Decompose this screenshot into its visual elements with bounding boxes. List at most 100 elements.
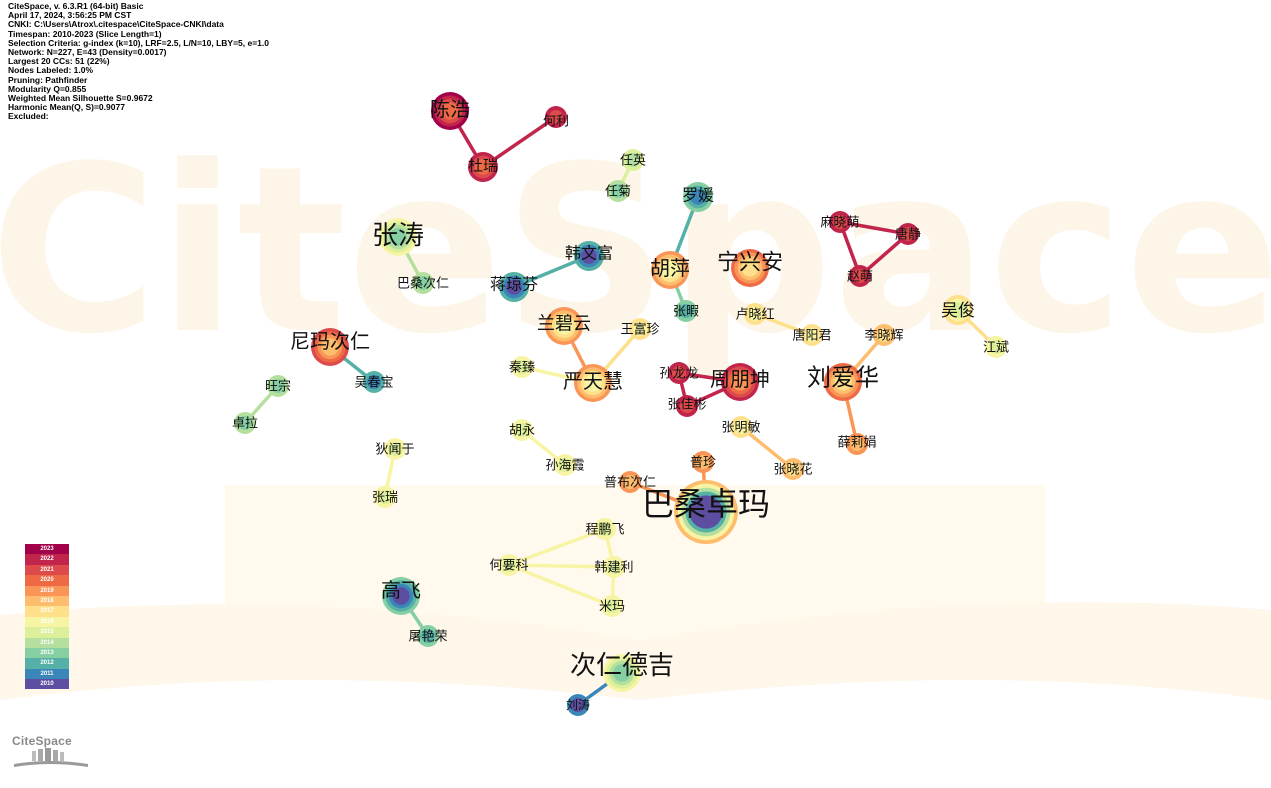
node-ring [679, 304, 693, 318]
node-label: 张瑞 [372, 491, 398, 506]
node-zhangjiabiao[interactable]: 张佳彬 [667, 395, 707, 417]
node-maxiaomeng[interactable]: 麻晓萌 [820, 211, 860, 233]
legend-swatch-2014: 2014 [25, 637, 69, 648]
info-line: Timespan: 2010-2023 (Slice Length=1) [8, 28, 162, 39]
node-ring [613, 664, 631, 682]
node-tangjing[interactable]: 唐静 [895, 223, 921, 245]
node-zhangrui[interactable]: 张瑞 [372, 486, 398, 508]
node-label: 程鹏飞 [585, 523, 624, 538]
node-wujun[interactable]: 吴俊 [941, 295, 975, 325]
node-zhaomeng[interactable]: 赵萌 [847, 265, 873, 287]
node-nimaciren[interactable]: 尼玛次仁 [290, 328, 370, 366]
node-diwenyu[interactable]: 狄闻于 [375, 438, 415, 460]
node-ring [389, 228, 407, 246]
node-ring [416, 276, 430, 290]
node-chenhao[interactable]: 陈浩 [430, 92, 470, 130]
node-zhangtao[interactable]: 张涛 [372, 218, 424, 256]
node-lanbiyun[interactable]: 兰碧云 [537, 307, 591, 345]
node-hanjianli[interactable]: 韩建利 [594, 556, 634, 578]
node-qinzhen[interactable]: 秦臻 [509, 356, 535, 378]
node-renju[interactable]: 任菊 [605, 180, 631, 202]
node-ring [623, 475, 637, 489]
node-label: 张暇 [673, 305, 699, 320]
info-line: Excluded: [8, 111, 49, 122]
node-ring [850, 437, 864, 451]
node-mima[interactable]: 米玛 [599, 595, 625, 617]
info-line: Largest 20 CCs: 51 (22%) [8, 56, 110, 67]
node-ring [950, 302, 966, 318]
legend-swatch-2011: 2011 [25, 668, 69, 680]
legend-swatch-2016: 2016 [25, 616, 69, 628]
info-line: Pruning: Pathfinder [8, 74, 88, 85]
node-ring [475, 159, 491, 175]
node-cirendeji[interactable]: 次仁德吉 [570, 651, 674, 692]
node-chengpengfei[interactable]: 程鹏飞 [585, 518, 625, 540]
node-hanwenfu[interactable]: 韩文富 [565, 241, 613, 271]
node-label: 薛莉娟 [837, 436, 876, 451]
node-ring [680, 399, 694, 413]
info-line: Nodes Labeled: 1.0% [8, 65, 94, 76]
node-ring [598, 522, 612, 536]
node-label: 张晓花 [773, 462, 812, 478]
node-ring [611, 184, 625, 198]
node-wangzong[interactable]: 旺宗 [265, 375, 291, 397]
info-line: Weighted Mean Silhouette S=0.9672 [8, 93, 153, 104]
node-label: 唐静 [895, 227, 921, 243]
node-zhuola[interactable]: 卓拉 [232, 412, 258, 434]
node-label: 高飞 [381, 578, 421, 602]
node-jiangqiongfen[interactable]: 蒋琼芬 [490, 272, 538, 302]
legend-swatch-2023: 2023 [25, 544, 69, 555]
node-basangciren[interactable]: 巴桑次仁 [397, 272, 449, 294]
node-durui[interactable]: 杜瑞 [468, 152, 498, 182]
node-liutao[interactable]: 刘涛 [566, 694, 590, 716]
node-luxiaohong[interactable]: 卢晓红 [735, 303, 775, 325]
node-huping[interactable]: 胡萍 [650, 251, 690, 289]
node-wuchunbao[interactable]: 吴春宝 [354, 371, 394, 393]
node-label: 米玛 [599, 600, 625, 615]
year-color-legend: 2023 2022 2021 2020 2019 2018 2017 2016 2015 2014… [25, 544, 69, 690]
node-ring [748, 307, 762, 321]
node-label: 杜瑞 [468, 156, 498, 174]
node-ring [853, 269, 867, 283]
node-zhangmingmin[interactable]: 张明敏 [721, 416, 761, 438]
node-ring [321, 338, 339, 356]
node-basangzhuoma[interactable]: 巴桑卓玛 [642, 480, 770, 544]
node-zhoupengkun[interactable]: 周朋坤 [710, 363, 770, 401]
node-renying[interactable]: 任英 [620, 149, 646, 171]
node-label: 孙海霞 [545, 459, 584, 474]
node-ningxingan[interactable]: 宁兴安 [717, 249, 783, 287]
node-jiangbin[interactable]: 江斌 [983, 336, 1009, 358]
node-label: 秦臻 [509, 361, 535, 376]
node-tangyangjun[interactable]: 唐阳君 [792, 324, 832, 346]
node-luoyuan[interactable]: 罗媛 [682, 182, 714, 212]
node-label: 张涛 [372, 221, 424, 251]
node-puzhen[interactable]: 普珍 [690, 451, 716, 473]
node-sunlonglong[interactable]: 孙龙龙 [659, 362, 699, 384]
node-heyaoke[interactable]: 何要科 [489, 554, 529, 576]
node-wangfuzhen[interactable]: 王富珍 [620, 318, 660, 340]
node-label: 蒋琼芬 [490, 275, 538, 294]
node-yantianhui[interactable]: 严天慧 [563, 364, 623, 402]
node-lixiaohui[interactable]: 李晓辉 [864, 324, 904, 346]
node-label: 旺宗 [265, 379, 291, 395]
node-xuelijuan[interactable]: 薛莉娟 [837, 433, 877, 455]
node-ring [388, 442, 402, 456]
node-label: 狄闻于 [375, 443, 414, 458]
node-heli[interactable]: 何利 [543, 106, 569, 130]
legend-swatch-2021: 2021 [25, 564, 69, 576]
node-sunhaixia[interactable]: 孙海霞 [545, 454, 585, 476]
node-zhangxia[interactable]: 张暇 [673, 300, 699, 322]
node-pubuciren[interactable]: 普布次仁 [604, 471, 656, 493]
legend-swatch-2020: 2020 [25, 575, 69, 586]
node-zhangxiaohua[interactable]: 张晓花 [773, 458, 813, 480]
node-label: 尼玛次仁 [290, 329, 370, 353]
node-huyong[interactable]: 胡永 [509, 419, 535, 441]
node-liuaihua[interactable]: 刘爱华 [807, 363, 879, 401]
legend-swatch-2010: 2010 [25, 679, 69, 690]
node-gaofei[interactable]: 高飞 [381, 577, 421, 615]
node-label: 巴桑卓玛 [642, 485, 770, 523]
node-tuyanrong[interactable]: 屠艳荣 [408, 625, 448, 647]
node-label: 宁兴安 [717, 251, 783, 276]
